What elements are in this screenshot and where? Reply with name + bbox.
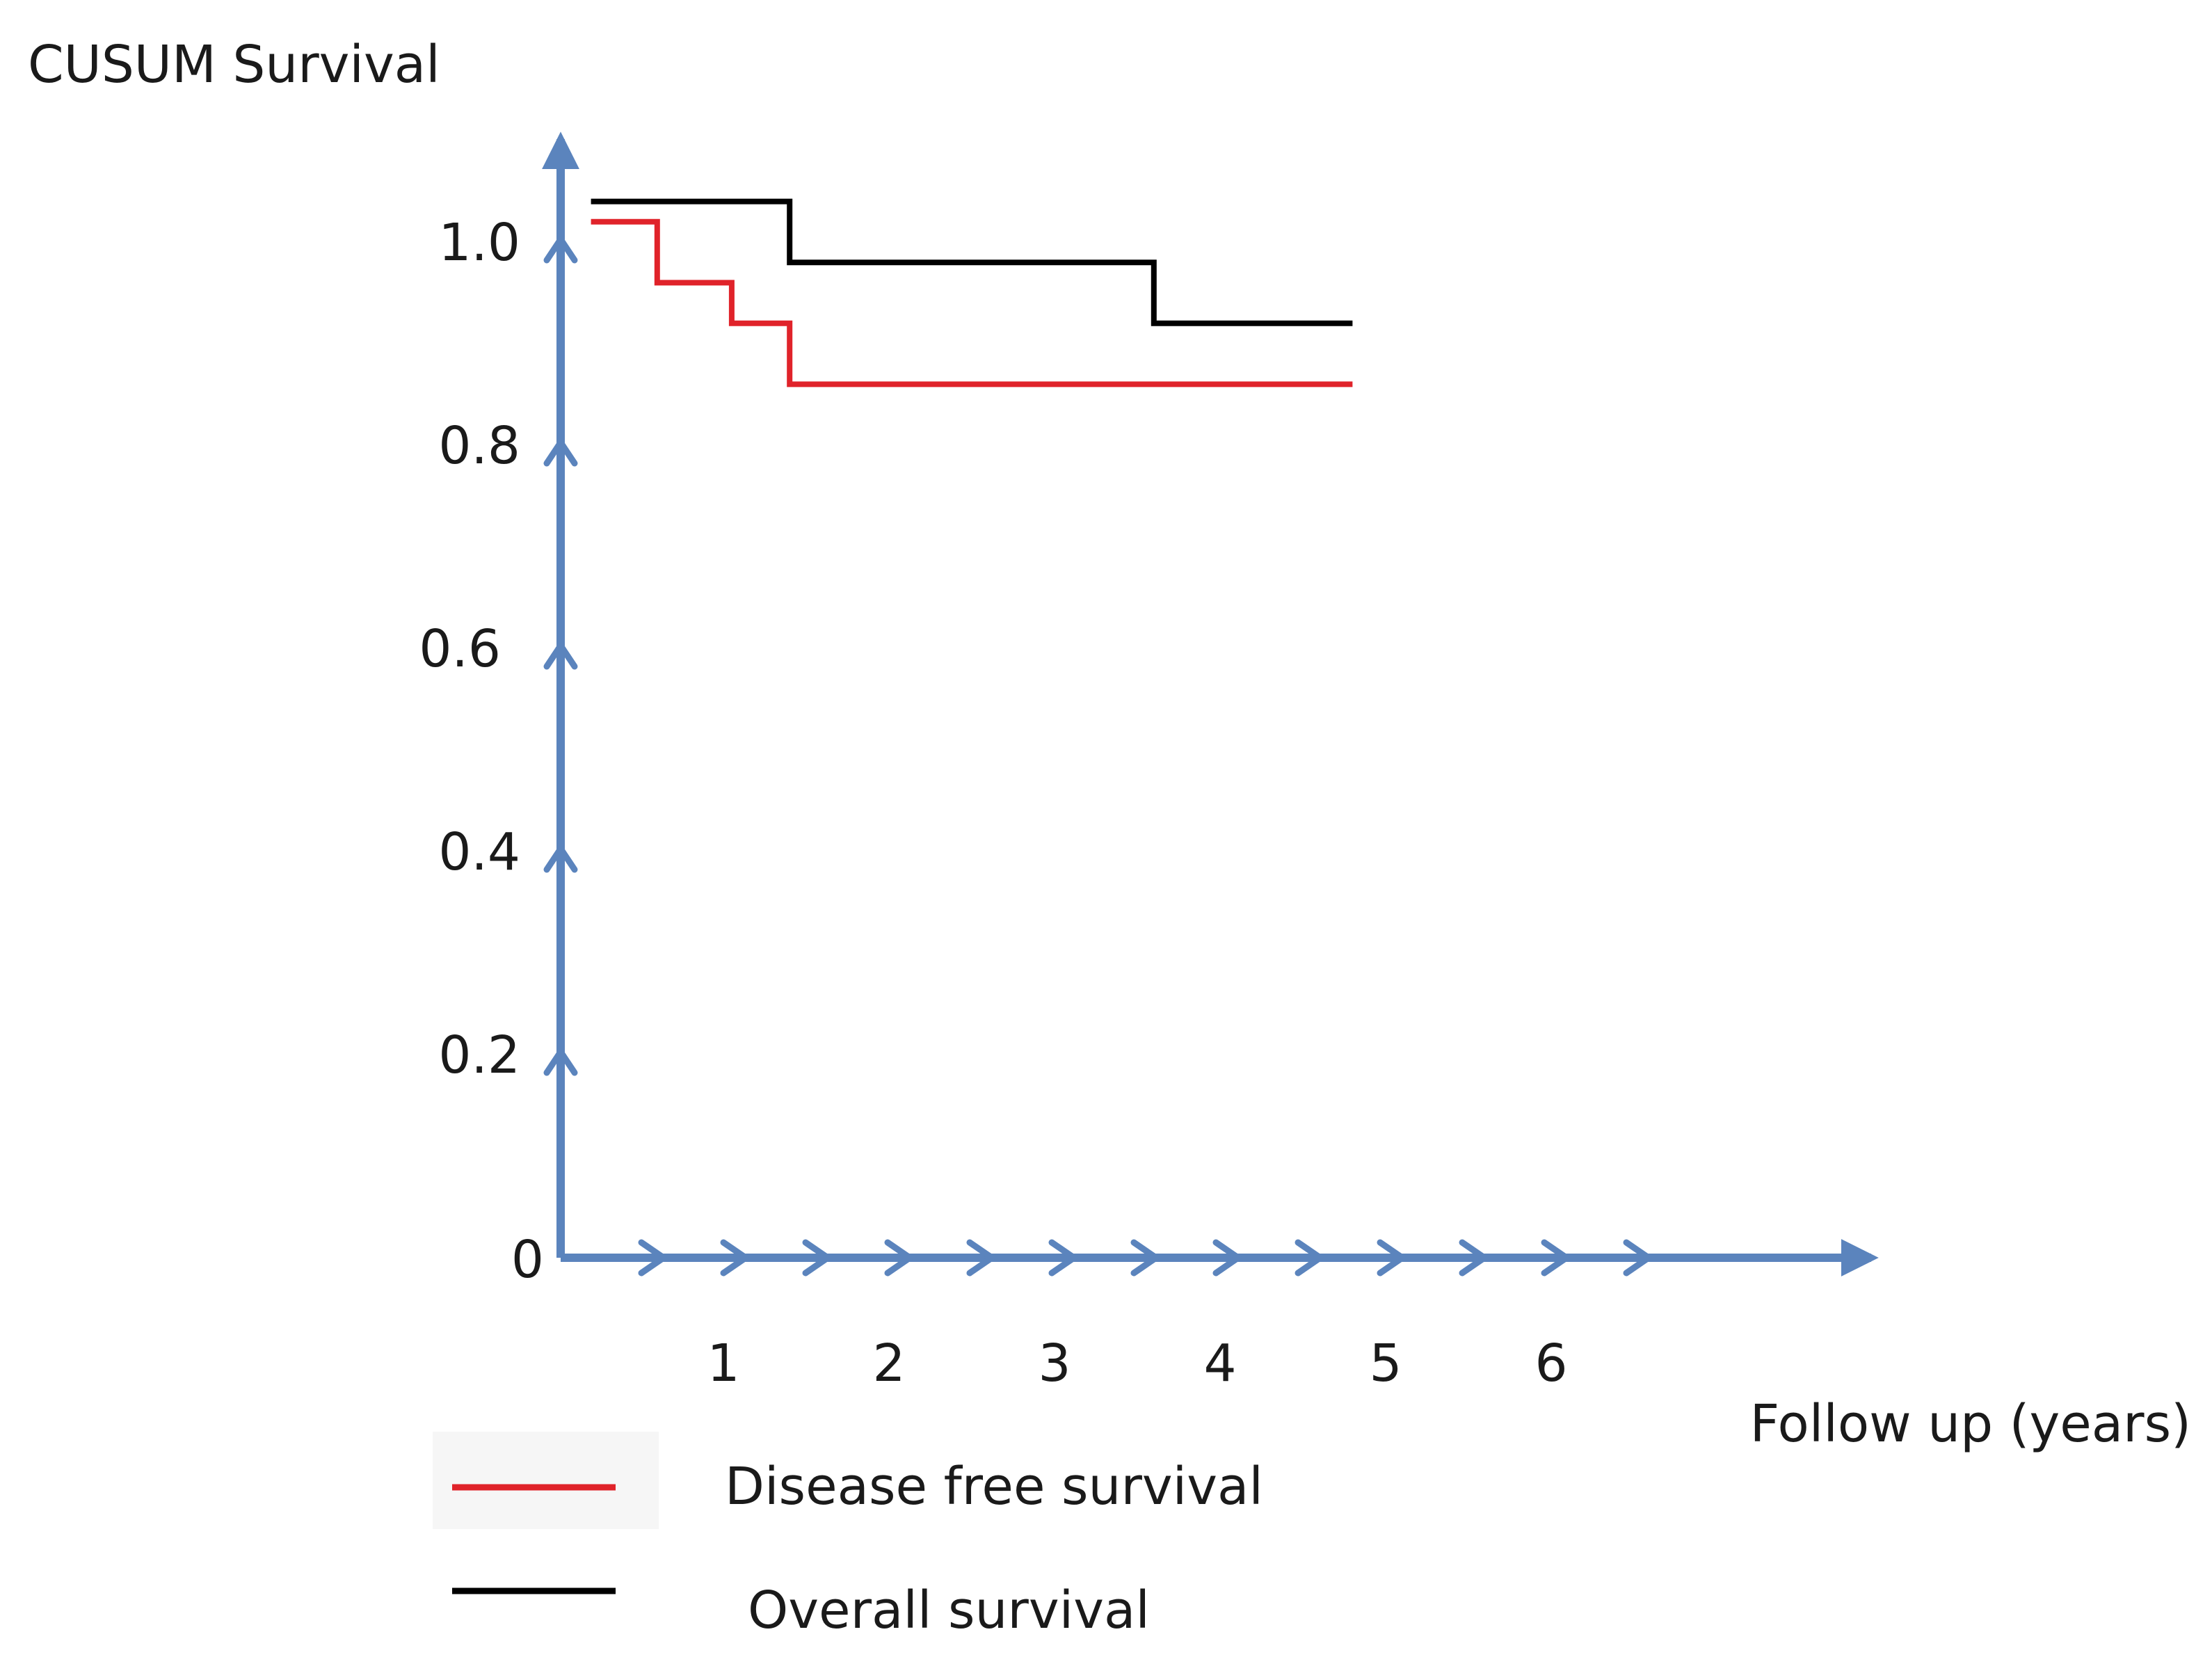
y-tick-label: 0.2	[438, 1025, 520, 1085]
series-lines	[591, 198, 1353, 387]
legend-label-disease-free: Disease free survival	[725, 1457, 1263, 1517]
legend-label-overall: Overall survival	[748, 1581, 1150, 1640]
series-line-disease-free	[591, 218, 1353, 387]
x-axis-chevron	[1623, 1239, 1652, 1277]
y-tick-labels: 0 0.2 0.4 0.6 0.8 1.0	[419, 213, 544, 1290]
y-tick-label: 0.4	[438, 822, 520, 882]
legend: Disease free survival Overall survival	[433, 1432, 1263, 1640]
x-axis-chevron	[1048, 1239, 1077, 1277]
y-axis-chevron	[543, 1048, 578, 1076]
y-tick-label: 0.8	[438, 416, 520, 476]
x-axis-chevron	[966, 1239, 995, 1277]
x-axis-chevron	[884, 1239, 913, 1277]
y-axis-chevron	[543, 236, 578, 264]
x-axis-chevron	[1541, 1239, 1570, 1277]
y-tick-label: 0	[511, 1230, 544, 1290]
x-axis-chevron	[1295, 1239, 1324, 1277]
x-axis-chevron	[1459, 1239, 1488, 1277]
x-axis-chevron	[1377, 1239, 1406, 1277]
x-axis-chevron	[720, 1239, 749, 1277]
y-axis-chevron	[543, 845, 578, 873]
x-tick-label: 1	[707, 1334, 739, 1393]
x-axis-chevron	[1212, 1239, 1242, 1277]
x-tick-labels: 1 2 3 4 5 6	[707, 1334, 1567, 1393]
x-axis-chevron	[638, 1239, 667, 1277]
x-tick-label: 5	[1369, 1334, 1402, 1393]
y-tick-label: 0.6	[419, 619, 501, 679]
y-axis-chevron	[543, 642, 578, 670]
x-axis-label: Follow up (years)	[1750, 1394, 2191, 1454]
x-axis-chevron	[802, 1239, 831, 1277]
x-tick-label: 4	[1203, 1334, 1236, 1393]
y-axis-label: CUSUM Survival	[28, 35, 440, 95]
y-axis-chevron	[543, 439, 578, 467]
x-axis-chevron	[1130, 1239, 1160, 1277]
x-tick-label: 2	[872, 1334, 905, 1393]
x-tick-label: 3	[1038, 1334, 1071, 1393]
axes	[542, 131, 1879, 1277]
y-tick-label: 1.0	[438, 213, 520, 273]
legend-background	[433, 1432, 659, 1529]
x-tick-label: 6	[1534, 1334, 1567, 1393]
series-line-overall	[591, 198, 1353, 326]
